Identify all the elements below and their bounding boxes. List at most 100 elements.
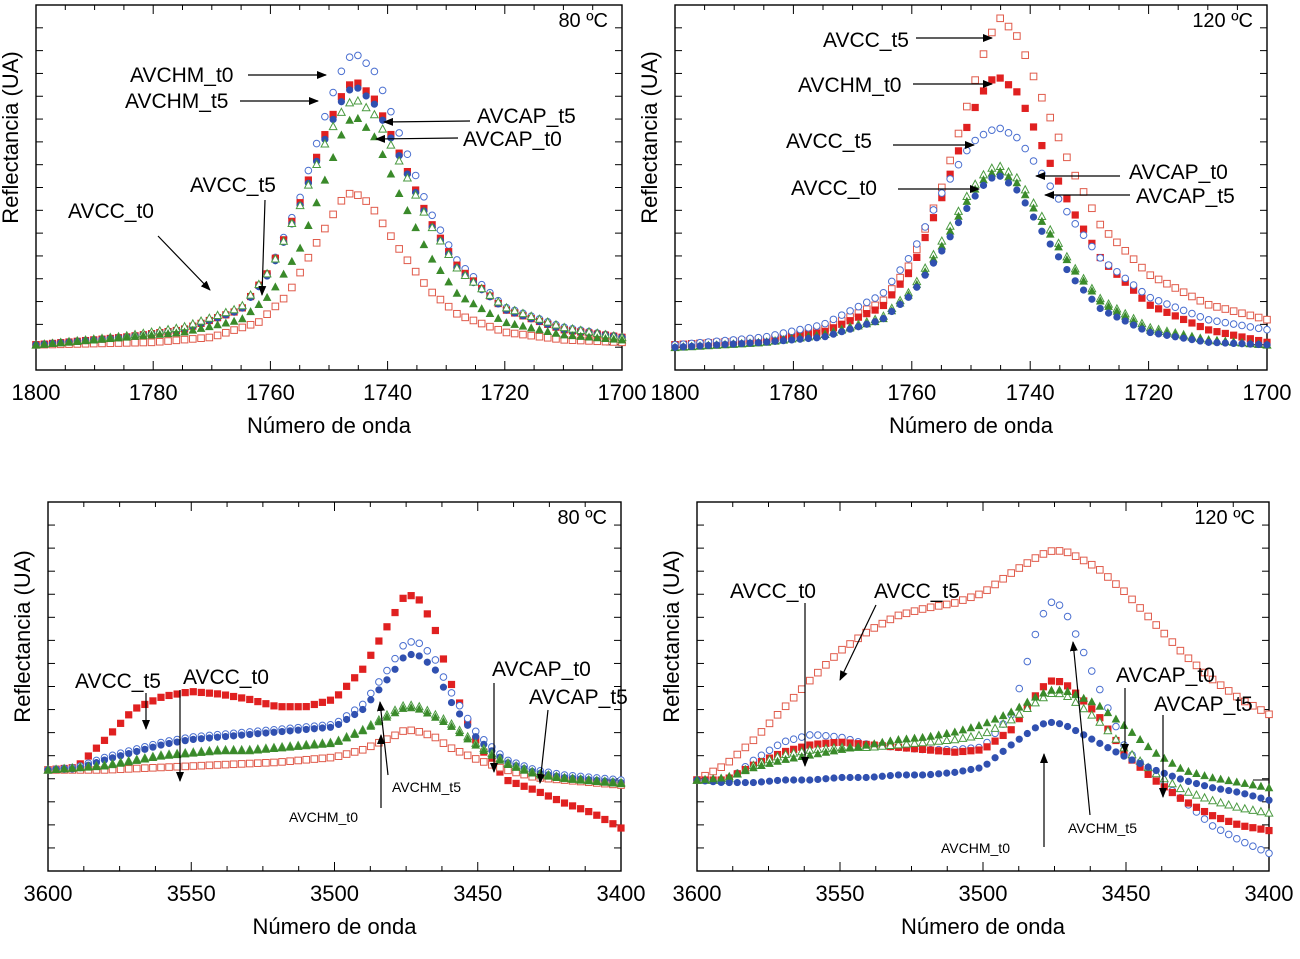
data-point <box>733 750 742 759</box>
data-point <box>337 98 345 106</box>
chart-panel: 3600 3550 3500 3450 3400 Número de onda Reflec… <box>10 501 645 939</box>
data-point <box>787 327 796 336</box>
annotation-label: AVCAP_t5 <box>477 105 576 128</box>
data-point <box>460 294 470 303</box>
data-point <box>369 109 380 119</box>
data-point <box>1138 294 1146 302</box>
data-point <box>996 74 1004 82</box>
data-point <box>918 745 927 754</box>
data-point <box>452 288 462 297</box>
data-point <box>560 799 569 807</box>
data-point <box>444 249 454 259</box>
data-point <box>846 640 854 648</box>
data-point <box>954 129 963 138</box>
data-point <box>238 323 247 332</box>
data-point <box>909 738 920 747</box>
x-tick-label: 1800 <box>12 380 61 405</box>
data-point <box>374 717 384 726</box>
data-point <box>1192 768 1201 778</box>
data-point <box>130 331 140 340</box>
x-tick-label: 1740 <box>1006 380 1055 405</box>
data-point <box>428 288 436 297</box>
data-point <box>447 689 456 697</box>
data-point <box>904 293 913 301</box>
data-point <box>165 739 173 748</box>
data-point <box>717 763 725 771</box>
data-point <box>399 642 407 650</box>
data-point <box>172 336 181 345</box>
data-point <box>1031 724 1039 732</box>
x-tick-label: 1700 <box>1243 380 1292 405</box>
data-point <box>1248 780 1258 789</box>
data-point <box>447 680 456 689</box>
data-point <box>988 126 996 135</box>
data-point <box>31 340 41 349</box>
data-point <box>386 169 396 178</box>
data-point <box>1136 759 1144 768</box>
data-point <box>814 775 822 784</box>
data-point <box>147 330 156 339</box>
data-point <box>471 755 480 763</box>
series-avchm-t0 <box>671 74 1271 349</box>
chart-title: 120 ºC <box>1194 507 1255 529</box>
data-point <box>926 603 935 612</box>
data-point <box>1071 630 1080 638</box>
x-tick-label: 1700 <box>598 380 647 405</box>
data-point <box>367 696 375 704</box>
data-point <box>1006 714 1016 724</box>
annotation-label: AVCHM_t0 <box>289 809 358 825</box>
data-point <box>64 337 74 346</box>
data-point <box>278 758 286 766</box>
data-point <box>1224 799 1234 809</box>
data-point <box>1038 227 1046 235</box>
data-point <box>254 759 262 767</box>
data-point <box>1113 238 1121 247</box>
data-point <box>830 653 838 661</box>
data-point <box>213 746 222 755</box>
data-point <box>804 323 813 332</box>
data-point <box>1015 735 1023 743</box>
data-point <box>132 755 142 764</box>
data-point <box>1192 661 1201 670</box>
data-point <box>419 240 429 249</box>
data-point <box>1176 763 1185 772</box>
annotation-label: AVCHM_t0 <box>798 74 901 97</box>
data-point <box>511 762 521 771</box>
data-point <box>213 690 222 698</box>
data-point <box>959 596 967 604</box>
data-point <box>414 704 424 713</box>
data-point <box>303 179 314 189</box>
data-point <box>991 737 999 745</box>
data-point <box>1038 141 1046 150</box>
data-point <box>310 740 319 749</box>
data-point <box>934 602 943 610</box>
data-point <box>1233 820 1241 828</box>
series-avcc-t5 <box>32 189 626 349</box>
annotation-label: AVCC_t5 <box>786 130 872 153</box>
data-point <box>310 700 318 709</box>
data-point <box>439 716 448 726</box>
data-point <box>100 761 109 770</box>
data-point <box>485 308 495 317</box>
data-point <box>286 757 294 765</box>
x-tick-label: 3600 <box>673 881 722 906</box>
data-point <box>1152 777 1160 785</box>
data-point <box>1144 612 1152 621</box>
data-point <box>334 736 343 745</box>
data-point <box>237 300 247 310</box>
data-point <box>164 337 172 345</box>
data-point <box>1263 315 1271 324</box>
data-point <box>1168 638 1177 646</box>
data-point <box>942 735 952 745</box>
data-point <box>782 776 790 784</box>
x-tick-label: 1800 <box>651 380 700 405</box>
data-point <box>1039 720 1048 728</box>
data-point <box>894 611 903 620</box>
data-point <box>230 326 238 334</box>
data-point <box>1013 32 1021 40</box>
data-point <box>1176 775 1184 783</box>
data-point <box>398 703 408 712</box>
data-point <box>262 759 270 767</box>
data-point <box>447 721 456 730</box>
data-point <box>1224 687 1233 695</box>
